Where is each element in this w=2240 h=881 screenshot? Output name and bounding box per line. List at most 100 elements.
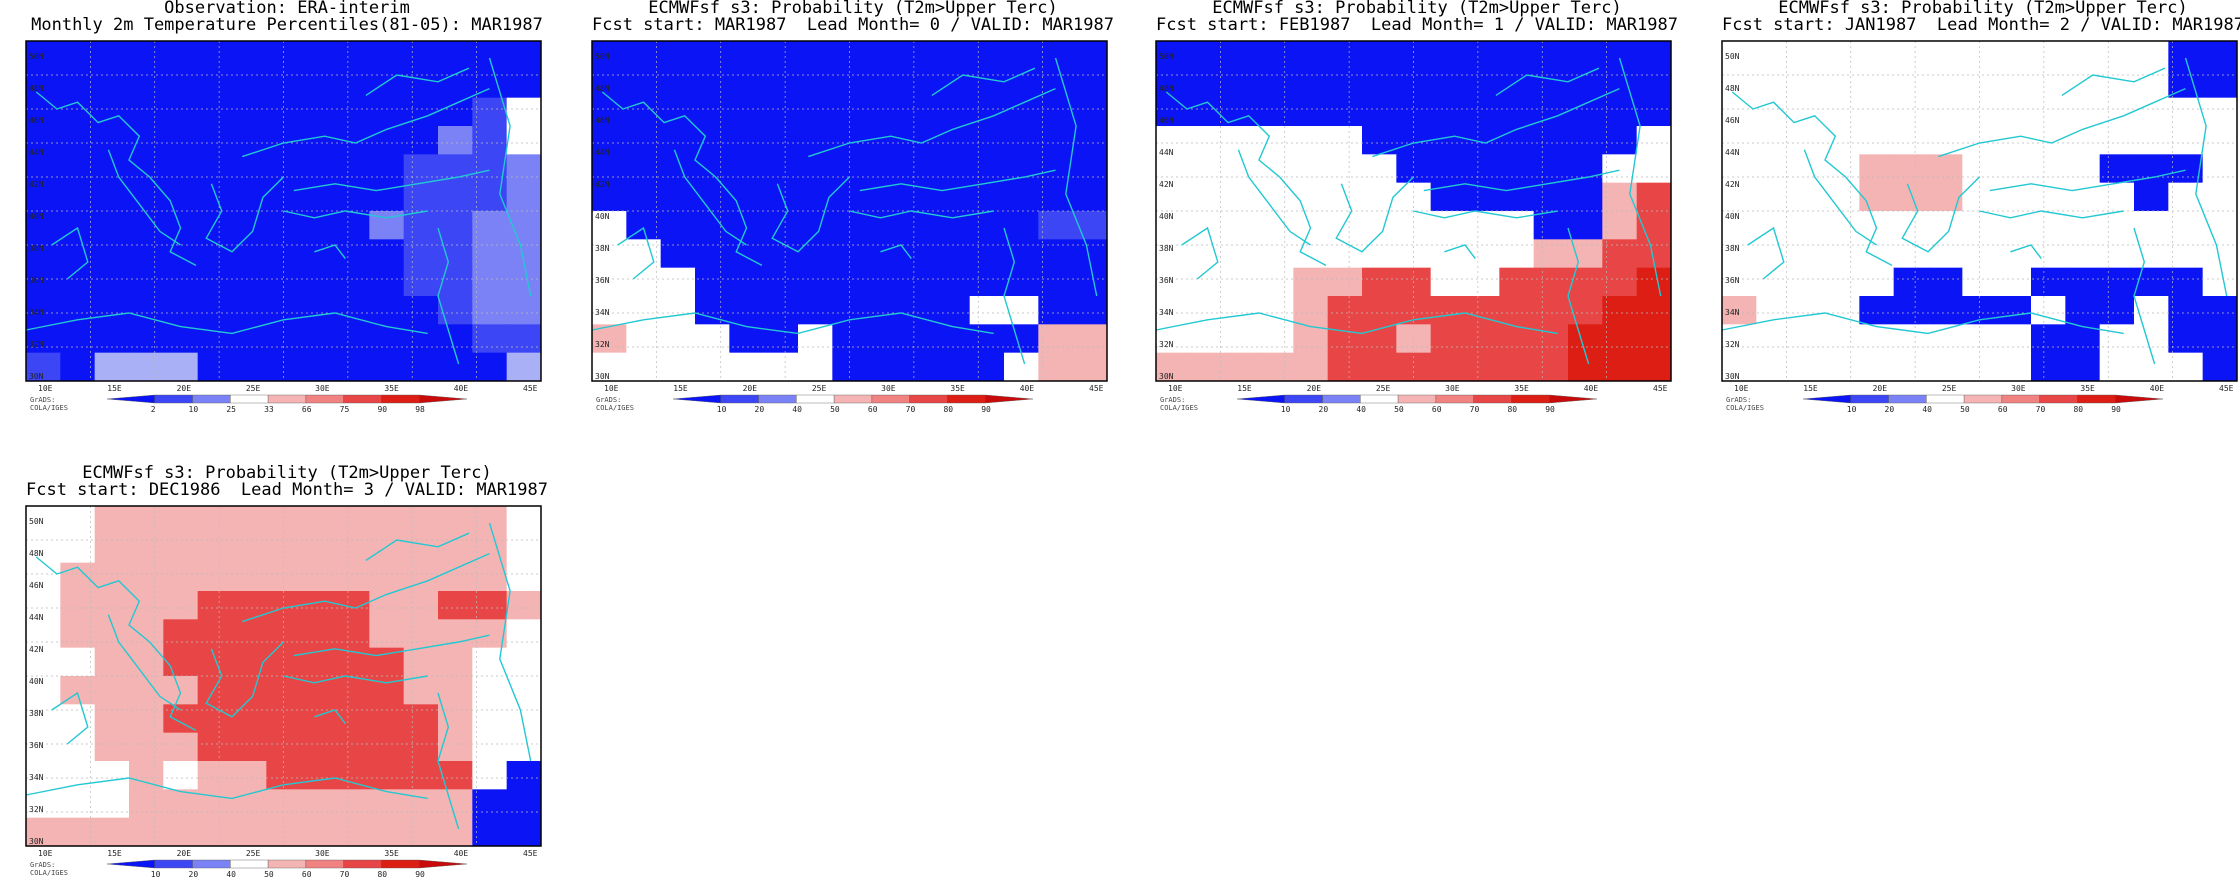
grid-cell	[1430, 239, 1466, 269]
grid-cell	[369, 97, 405, 127]
colorbar-label: 20	[189, 870, 199, 879]
lat-label: 48N	[595, 84, 610, 93]
grid-cell	[1362, 239, 1397, 269]
coastline	[617, 226, 655, 280]
grid-cell	[1327, 352, 1363, 382]
grid-cell	[1259, 239, 1294, 269]
coastline	[1901, 176, 1980, 253]
grid-cell	[2099, 352, 2135, 382]
grid-cell	[197, 324, 233, 354]
lon-label: 40E	[1020, 384, 1035, 393]
grid-cell	[1362, 267, 1397, 297]
grid-cell	[2031, 211, 2066, 240]
lon-label: 25E	[246, 384, 261, 393]
grid-cell	[2065, 154, 2101, 184]
grid-cell	[1038, 97, 1074, 127]
lat-label: 32N	[29, 805, 44, 814]
grid-cell	[1327, 69, 1363, 99]
grid-cell	[626, 296, 662, 325]
grid-cell	[163, 732, 199, 762]
grid-cell	[1825, 154, 1860, 184]
grid-cell	[197, 154, 233, 184]
grid-cell	[901, 211, 936, 240]
lon-label: 20E	[743, 384, 758, 393]
grid-cell	[1533, 296, 1569, 325]
grid-cell	[1533, 211, 1569, 240]
grid-cell	[729, 267, 765, 297]
grid-cell	[1072, 69, 1108, 99]
grid-cell	[1928, 296, 1963, 325]
grid-cell	[2202, 126, 2238, 155]
colorbar-segment	[1473, 394, 1512, 404]
coastline	[1003, 227, 1026, 365]
grid-cell	[472, 97, 508, 127]
grid-cell	[1396, 69, 1432, 99]
grid-cell	[1190, 69, 1226, 99]
grads-credit: GrADS: COLA/IGES	[30, 396, 68, 412]
coastline	[1372, 87, 1620, 158]
grid-cell	[94, 69, 130, 99]
lat-label: 36N	[29, 276, 44, 285]
grid-cell	[1636, 352, 1672, 382]
grid-cell	[1327, 97, 1363, 127]
grid-cell	[60, 789, 96, 819]
lat-label: 50N	[595, 52, 610, 61]
grid-cell	[1499, 239, 1535, 269]
grid-cell	[472, 761, 508, 790]
grid-cell	[1928, 182, 1963, 212]
grid-cell	[300, 69, 336, 99]
grid-cell	[729, 296, 765, 325]
lat-label: 50N	[1725, 52, 1740, 61]
grid-cell	[506, 69, 542, 99]
grid-cell	[300, 506, 336, 535]
grid-cell	[1756, 239, 1792, 269]
grid-cell	[969, 211, 1005, 240]
grid-cell	[763, 154, 799, 184]
grid-cell	[1790, 267, 1826, 297]
grid-cell	[1362, 182, 1397, 212]
grid-cell	[1859, 296, 1895, 325]
grid-cell	[197, 534, 233, 564]
grid-cell	[232, 704, 267, 734]
grid-cell	[472, 126, 508, 155]
grid-cell	[2031, 41, 2066, 70]
colorbar-label: 70	[340, 870, 350, 879]
grid-cell	[1465, 69, 1500, 99]
lat-label: 42N	[29, 645, 44, 654]
grid-cell	[506, 647, 542, 677]
grid-cell	[94, 211, 130, 240]
colorbar-segment	[230, 394, 269, 404]
grid-cell	[2202, 324, 2238, 354]
grid-cell	[935, 352, 971, 382]
grid-cell	[1362, 69, 1397, 99]
colorbar-segment	[192, 394, 231, 404]
grid-cell	[472, 591, 508, 620]
coastline	[2184, 57, 2228, 297]
grid-cell	[1499, 154, 1535, 184]
grid-cell	[626, 154, 662, 184]
grid-cell	[935, 267, 971, 297]
grid-cell	[1293, 154, 1329, 184]
grid-cell	[1327, 324, 1363, 354]
grid-cell	[1465, 97, 1500, 127]
lat-label: 34N	[29, 773, 44, 782]
grid-cell	[592, 267, 627, 297]
grid-cell	[2168, 41, 2204, 70]
grid-cell	[1825, 211, 1860, 240]
grid-cell	[472, 506, 508, 535]
grid-cell	[1004, 154, 1039, 184]
grid-cell	[763, 296, 799, 325]
lon-label: 25E	[246, 849, 261, 858]
grid-cell	[1533, 324, 1569, 354]
lat-label: 42N	[1159, 180, 1174, 189]
grid-cell	[1859, 211, 1895, 240]
grid-cell	[26, 704, 61, 734]
grid-cell	[866, 267, 902, 297]
grid-cell	[2134, 182, 2169, 212]
grid-cell	[403, 647, 439, 677]
grid-cell	[60, 182, 96, 212]
coastline	[849, 210, 994, 219]
grid-cell	[300, 97, 336, 127]
grid-cell	[1259, 324, 1294, 354]
grid-cell	[1756, 267, 1792, 297]
